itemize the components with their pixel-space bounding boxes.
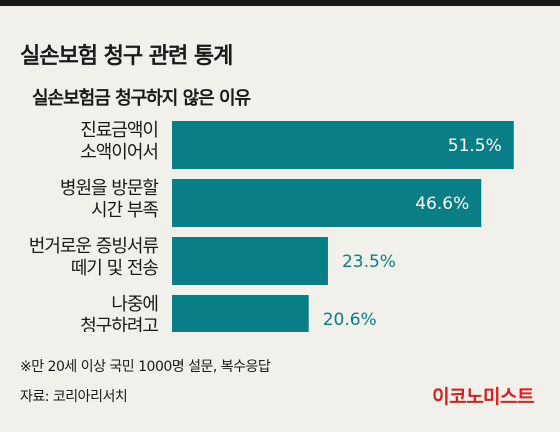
category-label-line: 진료금액이 xyxy=(80,120,158,141)
value-label: 23.5% xyxy=(342,252,396,272)
source-credit: 자료: 코리아리서치 xyxy=(20,389,128,405)
category-label: 나중에 청구하려고 xyxy=(80,294,158,332)
bar xyxy=(172,179,482,227)
category-label-line: 청구하려고 xyxy=(80,316,158,332)
category-label-line: 번거로운 증빙서류 xyxy=(29,236,159,257)
category-label-line: 시간 부족 xyxy=(91,200,158,221)
category-label: 번거로운 증빙서류 떼기 및 전송 xyxy=(29,236,159,279)
bar xyxy=(172,295,309,332)
category-label: 진료금액이 소액이어서 xyxy=(80,120,158,163)
value-label: 20.6% xyxy=(323,310,377,330)
category-label: 병원을 방문할 시간 부족 xyxy=(60,178,159,221)
chart-subtitle: 실손보험금 청구하지 않은 이유 xyxy=(32,88,251,109)
bar xyxy=(172,237,328,285)
brand-logo: 이코노미스트 xyxy=(432,386,534,408)
category-label-line: 병원을 방문할 xyxy=(60,178,159,199)
category-label-line: 소액이어서 xyxy=(80,142,158,163)
value-label: 46.6% xyxy=(415,194,469,214)
chart-title: 실손보험 청구 관련 통계 xyxy=(20,44,233,69)
category-label-line: 떼기 및 전송 xyxy=(71,258,159,279)
top-bar xyxy=(0,0,560,6)
survey-note: ※만 20세 이상 국민 1000명 설문, 복수응답 xyxy=(20,359,271,375)
category-label-line: 나중에 xyxy=(111,294,158,315)
bar-chart: 진료금액이 소액이어서 51.5% 병원을 방문할 시간 부족 46.6% 번거로운 증빙서… xyxy=(29,120,514,332)
bar xyxy=(172,121,514,169)
value-label: 51.5% xyxy=(448,136,502,156)
